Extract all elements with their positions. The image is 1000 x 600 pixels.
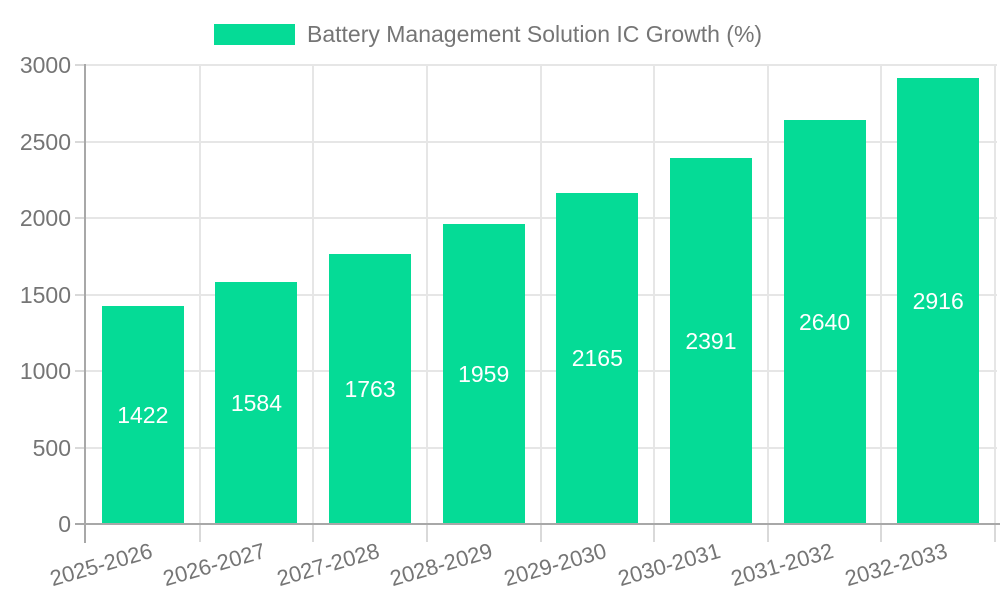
gridline-vertical <box>539 65 542 524</box>
y-axis-tick <box>75 140 86 143</box>
gridline-vertical <box>425 65 428 524</box>
gridline-vertical <box>766 65 769 524</box>
bar-2025-2026[interactable] <box>101 306 184 524</box>
y-axis-tick <box>75 217 86 219</box>
x-axis-tick <box>539 525 542 542</box>
x-axis-tick <box>994 525 996 542</box>
bar-2031-2032[interactable] <box>783 120 866 524</box>
bar-2030-2031[interactable] <box>669 158 752 524</box>
y-axis-tick <box>75 64 86 66</box>
gridline-vertical <box>653 65 656 524</box>
bar-value-label: 2391 <box>685 328 737 355</box>
gridline-horizontal <box>75 64 997 66</box>
x-axis-tick <box>653 525 656 542</box>
x-axis-tick <box>880 525 883 542</box>
bar-value-label: 2640 <box>798 309 851 336</box>
bar-2028-2029[interactable] <box>442 224 525 524</box>
legend-swatch <box>214 24 295 45</box>
gridline-vertical <box>880 65 883 524</box>
gridline-horizontal <box>75 446 997 449</box>
gridline-horizontal <box>75 140 997 143</box>
y-axis-tick <box>75 293 86 296</box>
bar-value-label: 1959 <box>458 361 510 388</box>
gridline-horizontal <box>75 370 997 372</box>
x-axis-line <box>75 523 1000 525</box>
gridline-horizontal <box>75 217 997 219</box>
bar-value-label: 1422 <box>117 402 169 429</box>
x-axis-tick <box>425 525 428 542</box>
gridline-horizontal <box>75 293 997 296</box>
legend-label: Battery Management Solution IC Growth (%… <box>307 21 763 47</box>
bar-value-label: 2916 <box>912 287 964 314</box>
y-axis-line <box>84 64 86 543</box>
bar-2026-2027[interactable] <box>215 281 298 524</box>
bar-value-label: 2165 <box>571 345 623 372</box>
bar-2029-2030[interactable] <box>556 192 639 524</box>
gridline-vertical <box>994 65 996 524</box>
gridline-vertical <box>198 65 201 524</box>
x-axis-tick <box>198 525 201 542</box>
legend[interactable]: Battery Management Solution IC Growth (%… <box>214 21 762 48</box>
y-axis-tick <box>75 370 86 372</box>
x-axis-tick <box>766 525 769 542</box>
bar-value-label: 1584 <box>230 389 283 416</box>
bar-2027-2028[interactable] <box>329 254 412 524</box>
y-axis-tick <box>75 446 86 449</box>
x-axis-tick <box>312 525 315 542</box>
bar-value-label: 1763 <box>344 376 396 403</box>
gridline-vertical <box>312 65 315 524</box>
bar-2032-2033[interactable] <box>897 77 980 524</box>
